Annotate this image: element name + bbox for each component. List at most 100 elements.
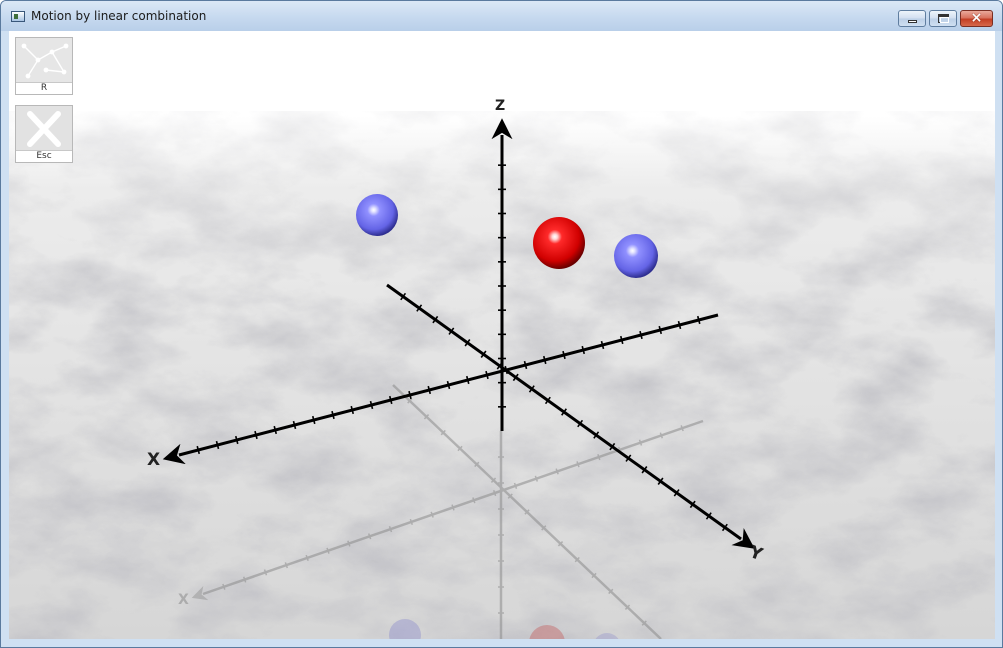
axes-reflection: X <box>178 384 704 639</box>
axis-tick <box>196 445 201 455</box>
axis-tick <box>542 355 547 365</box>
axis-tick <box>388 395 393 405</box>
axis-tick <box>440 429 446 436</box>
reflected-blue-sphere <box>389 619 421 639</box>
axis-tick <box>544 396 551 405</box>
axis-tick <box>625 454 632 462</box>
axis-tick <box>485 370 489 380</box>
blue-sphere-right[interactable] <box>614 234 658 278</box>
maximize-button[interactable] <box>929 10 957 27</box>
network-nodes-icon <box>16 38 72 84</box>
axis-tick <box>284 562 289 569</box>
axis-tick <box>305 554 309 562</box>
app-icon[interactable] <box>11 11 25 22</box>
axis-tick <box>408 390 412 400</box>
axis-tick <box>234 435 239 445</box>
axis-tick <box>638 439 643 446</box>
axis-tick <box>524 509 530 515</box>
viewport-3d[interactable]: X X Y Z <box>9 31 995 639</box>
axis-tick <box>561 408 567 416</box>
axis-tick <box>492 490 497 497</box>
title-bar[interactable]: Motion by linear combination × <box>1 1 1002 31</box>
axis-tick <box>222 583 226 590</box>
axis-tick <box>562 350 566 360</box>
axis-tick <box>557 541 564 547</box>
axis-tick <box>534 475 539 482</box>
axis-tick <box>409 518 414 525</box>
axis-tick <box>263 569 268 576</box>
axis-tick <box>608 588 614 595</box>
axis-tick <box>472 497 476 504</box>
axis-tick <box>242 576 247 583</box>
exit-button[interactable]: Esc <box>15 105 73 163</box>
coordinate-axes: X Y Z <box>147 98 766 565</box>
axis-tick <box>416 304 423 312</box>
reset-key-label: R <box>16 82 72 94</box>
axis-tick <box>528 385 535 393</box>
axis-tick <box>432 315 439 324</box>
axis-tick <box>507 493 513 499</box>
axis-tick <box>457 445 463 452</box>
axis-tick <box>705 512 712 520</box>
reset-button[interactable]: R <box>15 37 73 95</box>
axis-tick <box>367 533 372 540</box>
axis-tick <box>658 325 663 335</box>
axis-tick <box>474 461 480 468</box>
axis-tick <box>490 477 497 483</box>
axis-tick <box>574 556 580 563</box>
axis-tick <box>641 466 648 474</box>
axis-tick <box>576 461 580 468</box>
close-button[interactable]: × <box>960 10 993 27</box>
axis-tick <box>273 425 278 435</box>
minimize-button[interactable] <box>898 10 926 27</box>
reflected-x-label: X <box>178 592 189 608</box>
axis-tick <box>480 350 487 358</box>
axis-tick <box>541 525 547 531</box>
axis-tick <box>407 398 413 404</box>
axis-tick <box>369 400 374 410</box>
x-axis-label: X <box>147 450 160 470</box>
axis-tick <box>609 442 616 451</box>
axis-tick <box>326 547 330 554</box>
axis-tick <box>680 425 684 432</box>
maximize-icon <box>938 14 949 23</box>
axis-tick <box>465 375 470 385</box>
axis-tick <box>427 385 432 395</box>
reflected-red-sphere <box>529 625 565 639</box>
axis-tick <box>696 315 701 325</box>
scene-canvas[interactable]: X X Y Z <box>9 31 995 639</box>
z-axis-label: Z <box>495 98 505 114</box>
axis-tick <box>591 572 597 579</box>
axis-tick <box>641 620 647 626</box>
minimize-icon <box>908 20 917 23</box>
axis-tick <box>400 292 407 301</box>
axis-tick <box>624 604 631 610</box>
axis-tick <box>423 414 430 420</box>
axis-tick <box>347 540 351 547</box>
axis-tick <box>512 373 519 382</box>
close-icon: × <box>970 10 983 26</box>
axis-tick <box>388 526 393 533</box>
axis-tick <box>677 320 682 330</box>
red-sphere[interactable] <box>533 217 585 269</box>
axis-tick <box>593 431 600 439</box>
reflected-blue-sphere-2 <box>595 633 619 639</box>
axis-tick <box>659 432 664 439</box>
axis-tick <box>496 362 503 370</box>
axis-tick <box>619 335 624 345</box>
axis-tick <box>254 430 258 440</box>
axis-tick <box>673 489 680 497</box>
axis-tick <box>523 360 528 370</box>
axis-tick <box>581 345 586 355</box>
window-title: Motion by linear combination <box>31 9 207 23</box>
axis-tick <box>331 410 335 420</box>
axis-tick <box>292 420 297 430</box>
exit-key-label: Esc <box>16 150 72 162</box>
axis-tick <box>577 419 584 428</box>
axis-tick <box>448 327 455 335</box>
axis-tick <box>597 453 601 461</box>
axis-tick <box>350 405 355 415</box>
blue-sphere-left[interactable] <box>356 194 398 236</box>
axis-tick <box>451 504 455 511</box>
